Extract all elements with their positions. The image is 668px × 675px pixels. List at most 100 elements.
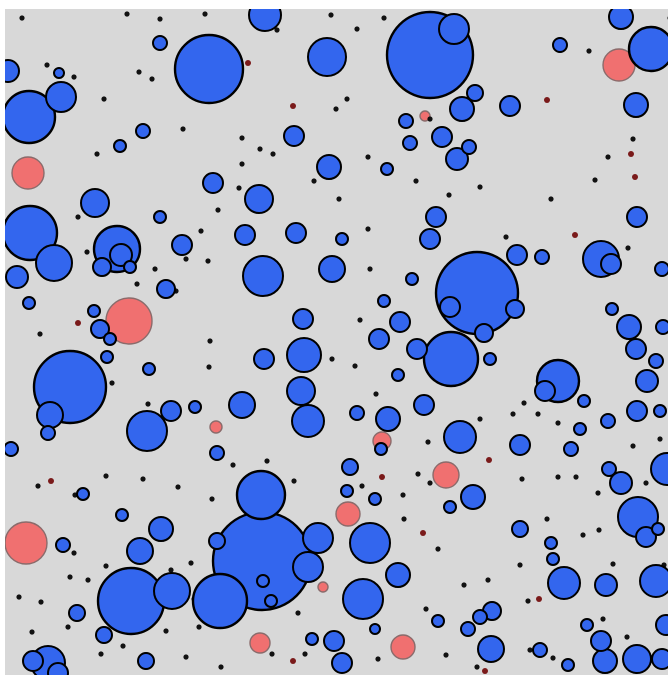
player-cell xyxy=(349,522,391,564)
player-cell xyxy=(616,314,642,340)
player-cell xyxy=(22,296,36,310)
player-cell xyxy=(460,484,486,510)
black-dot xyxy=(152,266,158,272)
player-cell xyxy=(609,471,633,495)
black-dot xyxy=(367,266,373,272)
black-dot xyxy=(196,624,202,630)
black-dot xyxy=(207,338,213,344)
black-dot xyxy=(510,411,516,417)
player-cell xyxy=(256,574,270,588)
player-cell xyxy=(35,244,73,282)
player-cell xyxy=(438,13,470,45)
player-cell xyxy=(561,658,575,672)
black-dot xyxy=(71,550,77,556)
player-cell xyxy=(208,532,226,550)
player-cell xyxy=(648,353,664,369)
player-cell xyxy=(377,294,391,308)
player-cell xyxy=(55,537,71,553)
player-cell xyxy=(625,338,647,360)
player-cell xyxy=(601,461,617,477)
black-dot xyxy=(630,443,636,449)
player-cell xyxy=(655,319,668,335)
player-cell xyxy=(369,623,381,635)
player-cell xyxy=(443,500,457,514)
black-dot xyxy=(548,196,554,202)
black-dot xyxy=(517,562,523,568)
player-cell xyxy=(385,562,411,588)
game-board[interactable] xyxy=(5,9,668,675)
player-cell xyxy=(654,261,668,277)
player-cell xyxy=(305,632,319,646)
black-dot xyxy=(149,76,155,82)
black-dot xyxy=(206,364,212,370)
black-dot xyxy=(586,48,592,54)
player-cell xyxy=(316,154,342,180)
player-cell xyxy=(123,260,137,274)
black-dot xyxy=(535,411,541,417)
player-cell xyxy=(126,537,154,565)
player-cell xyxy=(307,37,347,77)
black-dot xyxy=(359,483,365,489)
black-dot xyxy=(103,473,109,479)
black-dot xyxy=(257,146,263,152)
player-cell xyxy=(653,404,667,418)
black-dot xyxy=(29,629,35,635)
black-dot xyxy=(202,11,208,17)
player-cell xyxy=(148,516,174,542)
player-cell xyxy=(40,425,56,441)
player-cell xyxy=(651,522,665,536)
black-dot xyxy=(124,11,130,17)
black-dot xyxy=(401,516,407,522)
player-cell xyxy=(286,376,316,406)
food-pellet xyxy=(249,632,271,654)
player-cell xyxy=(113,139,127,153)
cell-field[interactable] xyxy=(5,9,668,675)
player-cell xyxy=(422,330,480,388)
player-cell xyxy=(253,348,275,370)
player-cell xyxy=(509,434,531,456)
dark-spore xyxy=(379,474,385,480)
black-dot xyxy=(218,664,224,670)
black-dot xyxy=(592,177,598,183)
black-dot xyxy=(205,258,211,264)
black-dot xyxy=(236,185,242,191)
player-cell xyxy=(90,319,110,339)
player-cell xyxy=(234,224,256,246)
black-dot xyxy=(157,16,163,22)
player-cell xyxy=(349,405,365,421)
black-dot xyxy=(630,136,636,142)
player-cell xyxy=(340,484,354,498)
player-cell xyxy=(126,410,168,452)
dark-spore xyxy=(290,658,296,664)
black-dot xyxy=(423,606,429,612)
black-dot xyxy=(365,154,371,160)
player-cell xyxy=(546,552,560,566)
player-cell xyxy=(474,323,494,343)
black-dot xyxy=(555,474,561,480)
player-cell xyxy=(600,253,622,275)
player-cell xyxy=(292,551,324,583)
player-cell xyxy=(655,614,668,636)
player-cell xyxy=(156,279,176,299)
player-cell xyxy=(466,84,484,102)
food-pellet xyxy=(317,581,329,593)
player-cell xyxy=(45,81,77,113)
black-dot xyxy=(145,401,151,407)
black-dot xyxy=(521,400,527,406)
black-dot xyxy=(580,532,586,538)
black-dot xyxy=(94,151,100,157)
player-cell xyxy=(36,401,64,429)
player-cell xyxy=(342,578,384,620)
black-dot xyxy=(344,96,350,102)
player-cell xyxy=(5,441,19,457)
black-dot xyxy=(477,416,483,422)
player-cell xyxy=(413,394,435,416)
player-cell xyxy=(391,368,405,382)
player-cell xyxy=(291,404,325,438)
player-cell xyxy=(627,25,668,73)
player-cell xyxy=(577,394,591,408)
black-dot xyxy=(657,436,663,442)
player-cell xyxy=(402,135,418,151)
player-cell xyxy=(135,123,151,139)
player-cell xyxy=(563,441,579,457)
